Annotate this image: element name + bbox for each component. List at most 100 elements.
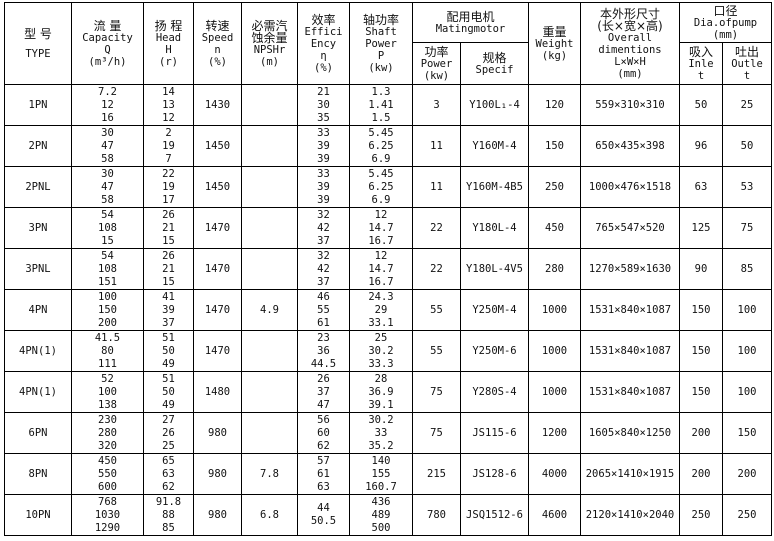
header-capacity-sym: Q	[104, 43, 111, 56]
motor-spec-cell: Y250M-4	[460, 289, 529, 331]
header-dia-unit: (mm)	[712, 28, 739, 41]
table-row: 3PN 54 108 15 26 21 15 1470 32 42 37 12 14.7 16.7 22 Y1…	[4, 207, 772, 249]
weight-cell: 1200	[528, 412, 581, 454]
cell-value: 21	[162, 221, 175, 234]
header-shaft-power: 轴功率 Shaft Power P (kw)	[349, 2, 413, 85]
cell-value: 65	[162, 454, 175, 467]
outlet-cell: 100	[722, 371, 772, 413]
capacity-cell: 100 150 200	[71, 289, 144, 331]
weight-cell: 1000	[528, 371, 581, 413]
capacity-cell: 30 47 58	[71, 166, 144, 208]
motor-power-cell: 780	[412, 494, 461, 536]
cell-value: 49	[162, 398, 175, 411]
npsh-cell	[241, 207, 298, 249]
header-motor-power: 功率 Power (kw)	[412, 42, 461, 85]
cell-value: 550	[98, 467, 117, 480]
cell-value: 36	[317, 344, 330, 357]
motor-spec-cell: JS115-6	[460, 412, 529, 454]
cell-value: 6.9	[371, 152, 391, 165]
header-weight-unit: (kg)	[541, 49, 568, 62]
header-head-en: Head	[155, 31, 182, 44]
speed-cell: 1470	[193, 207, 242, 249]
weight-cell: 4600	[528, 494, 581, 536]
cell-value: 26	[162, 249, 175, 262]
cell-value: 32	[317, 249, 330, 262]
cell-value: 39	[317, 139, 330, 152]
header-speed-unit: (%)	[208, 55, 227, 68]
npsh-cell	[241, 371, 298, 413]
npsh-cell	[241, 166, 298, 208]
motor-power-cell: 11	[412, 166, 461, 208]
cell-value: 62	[317, 439, 330, 452]
table-row: 4PN 100 150 200 41 39 37 1470 4.9 46 55 61 24.3 29 33.…	[4, 289, 772, 331]
cell-value: 19	[162, 139, 175, 152]
motor-power-cell: 55	[412, 330, 461, 372]
header-dim-cn2: (长×宽×高)	[597, 18, 663, 33]
pump-spec-table: 型 号 TYPE 流 量 Capacity Q (m³/h) 扬 程 Head …	[4, 2, 772, 536]
cell-value: 1.41	[368, 98, 394, 111]
cell-value: 41	[162, 290, 175, 303]
motor-spec-cell: JSQ1512-6	[460, 494, 529, 536]
cell-value: 44	[317, 502, 330, 514]
cell-value: 17	[162, 193, 175, 206]
cell-value: 14.7	[368, 221, 394, 234]
head-cell: 26 21 15	[143, 248, 194, 290]
outlet-cell: 50	[722, 125, 772, 167]
speed-cell: 980	[193, 494, 242, 536]
weight-cell: 4000	[528, 453, 581, 495]
cell-value: 44.5	[310, 357, 337, 370]
cell-value: 28	[374, 372, 388, 385]
header-type-en: TYPE	[25, 47, 51, 60]
header-dimensions: 本外形尺寸 (长×宽×高) Overall dimentions L×W×H (…	[580, 2, 680, 85]
cell-value: 1030	[94, 508, 121, 521]
head-cell: 26 21 15	[143, 207, 194, 249]
cell-value: 14.7	[368, 262, 394, 275]
cell-value: 47	[101, 139, 114, 152]
capacity-cell: 7.2 12 16	[71, 84, 144, 126]
motor-power-cell: 75	[412, 412, 461, 454]
weight-cell: 450	[528, 207, 581, 249]
cell-value: 320	[98, 439, 117, 452]
cell-value: 768	[98, 495, 117, 508]
dimensions-cell: 1531×840×1087	[580, 289, 680, 331]
shaft-power-cell: 12 14.7 16.7	[349, 248, 413, 290]
cell-value: 58	[101, 193, 114, 206]
cell-value: 47	[317, 398, 330, 411]
head-cell: 22 19 17	[143, 166, 194, 208]
table-body: 1PN 7.2 12 16 14 13 12 1430 21 30 35 1.3 1.41 1.5 3 Y10…	[4, 84, 772, 536]
header-sp-unit: (kw)	[368, 61, 394, 74]
header-head-unit: (r)	[159, 55, 178, 68]
header-npsh-unit: (m)	[260, 55, 279, 68]
header-motor-en: Matingmotor	[435, 22, 506, 35]
cell-value: 33.1	[368, 316, 394, 329]
capacity-cell: 230 280 320	[71, 412, 144, 454]
cell-value: 12	[374, 208, 388, 221]
cell-value: 62	[162, 480, 175, 493]
cell-value: 39	[317, 193, 330, 206]
cell-value: 200	[98, 316, 117, 329]
outlet-cell: 250	[722, 494, 772, 536]
cell-value: 47	[101, 180, 114, 193]
cell-value: 21	[317, 85, 330, 98]
header-head-cn: 扬 程	[154, 18, 183, 33]
table-row: 3PNL 54 108 151 26 21 15 1470 32 42 37 12 14.7 16.7 22…	[4, 248, 772, 290]
cell-value: 50	[162, 344, 175, 357]
dimensions-cell: 765×547×520	[580, 207, 680, 249]
motor-spec-cell: Y100L₁-4	[460, 84, 529, 126]
type-cell: 3PN	[4, 207, 72, 249]
cell-value: 1290	[94, 521, 121, 534]
efficiency-cell: 46 55 61	[297, 289, 350, 331]
header-head: 扬 程 Head H (r)	[143, 2, 194, 85]
cell-value: 50.5	[310, 515, 337, 527]
npsh-cell	[241, 412, 298, 454]
motor-power-cell: 215	[412, 453, 461, 495]
shaft-power-cell: 140 155 160.7	[349, 453, 413, 495]
header-sp-en1: Shaft	[365, 25, 397, 38]
header-outlet-en2: t	[743, 69, 751, 82]
weight-cell: 1000	[528, 289, 581, 331]
npsh-cell: 6.8	[241, 494, 298, 536]
cell-value: 30	[317, 98, 330, 111]
cell-value: 16.7	[368, 275, 394, 288]
header-weight: 重量 Weight (kg)	[528, 2, 581, 85]
header-dim-en1: Overall	[607, 31, 653, 44]
